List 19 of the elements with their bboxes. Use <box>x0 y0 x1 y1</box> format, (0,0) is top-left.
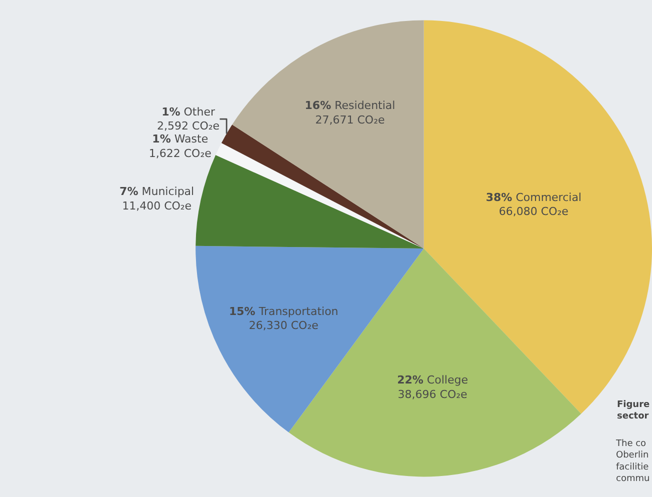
slice-label: 38% Commercial <box>486 190 582 204</box>
slice-label: 1% Other <box>162 105 216 118</box>
data-label: 1,622 CO₂e <box>148 147 212 160</box>
text: The co Oberlin facilitie commu <box>615 439 650 484</box>
slice-label: 16% Residential <box>304 99 396 112</box>
data-label: 11,400 CO₂e <box>122 199 192 212</box>
slice-label: 1% Waste <box>152 132 208 146</box>
pie-slice <box>216 143 424 248</box>
pie-slice <box>232 20 424 248</box>
data-label: 2,592 CO₂e <box>157 120 220 133</box>
data-label: 66,080 CO₂e <box>498 205 569 218</box>
data-label: 38,696 CO₂e <box>398 388 468 401</box>
slice-label: 7% Municipal <box>120 185 194 198</box>
pie-slice <box>221 124 424 248</box>
text: Figure sector <box>617 400 650 422</box>
slice-label: 22% College <box>397 374 468 387</box>
data-label: 26,330 CO₂e <box>248 319 319 332</box>
data-label: 27,671 CO₂e <box>315 114 385 127</box>
slice-label: 15% Transportation <box>228 304 338 318</box>
